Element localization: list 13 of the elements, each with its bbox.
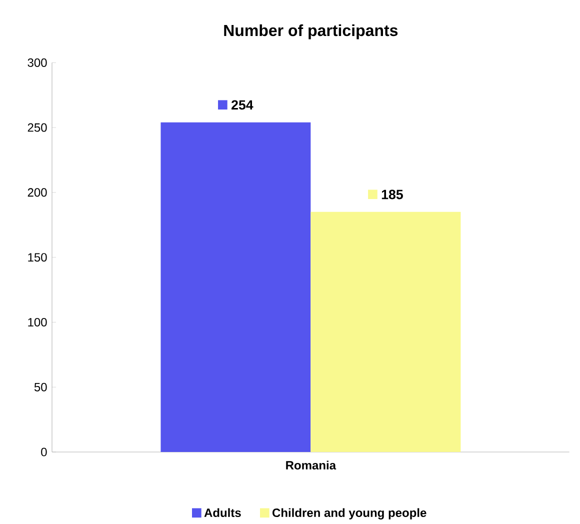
x-tick-label: Romania	[286, 460, 336, 470]
legend-label: Children and young people	[272, 508, 426, 520]
y-tick-label: 300	[28, 58, 47, 67]
y-tick-label: 150	[28, 253, 47, 262]
data-label: 185	[382, 190, 403, 200]
legend-label: Adults	[204, 508, 241, 518]
y-tick-label: 50	[34, 382, 47, 392]
y-tick-label: 100	[28, 318, 47, 326]
data-label: 254	[232, 100, 254, 110]
y-tick-label: 200	[28, 188, 47, 197]
y-tick-label: 250	[28, 123, 47, 132]
y-tick-label: 0	[41, 448, 47, 456]
chart-title: Number of participants	[224, 24, 398, 40]
